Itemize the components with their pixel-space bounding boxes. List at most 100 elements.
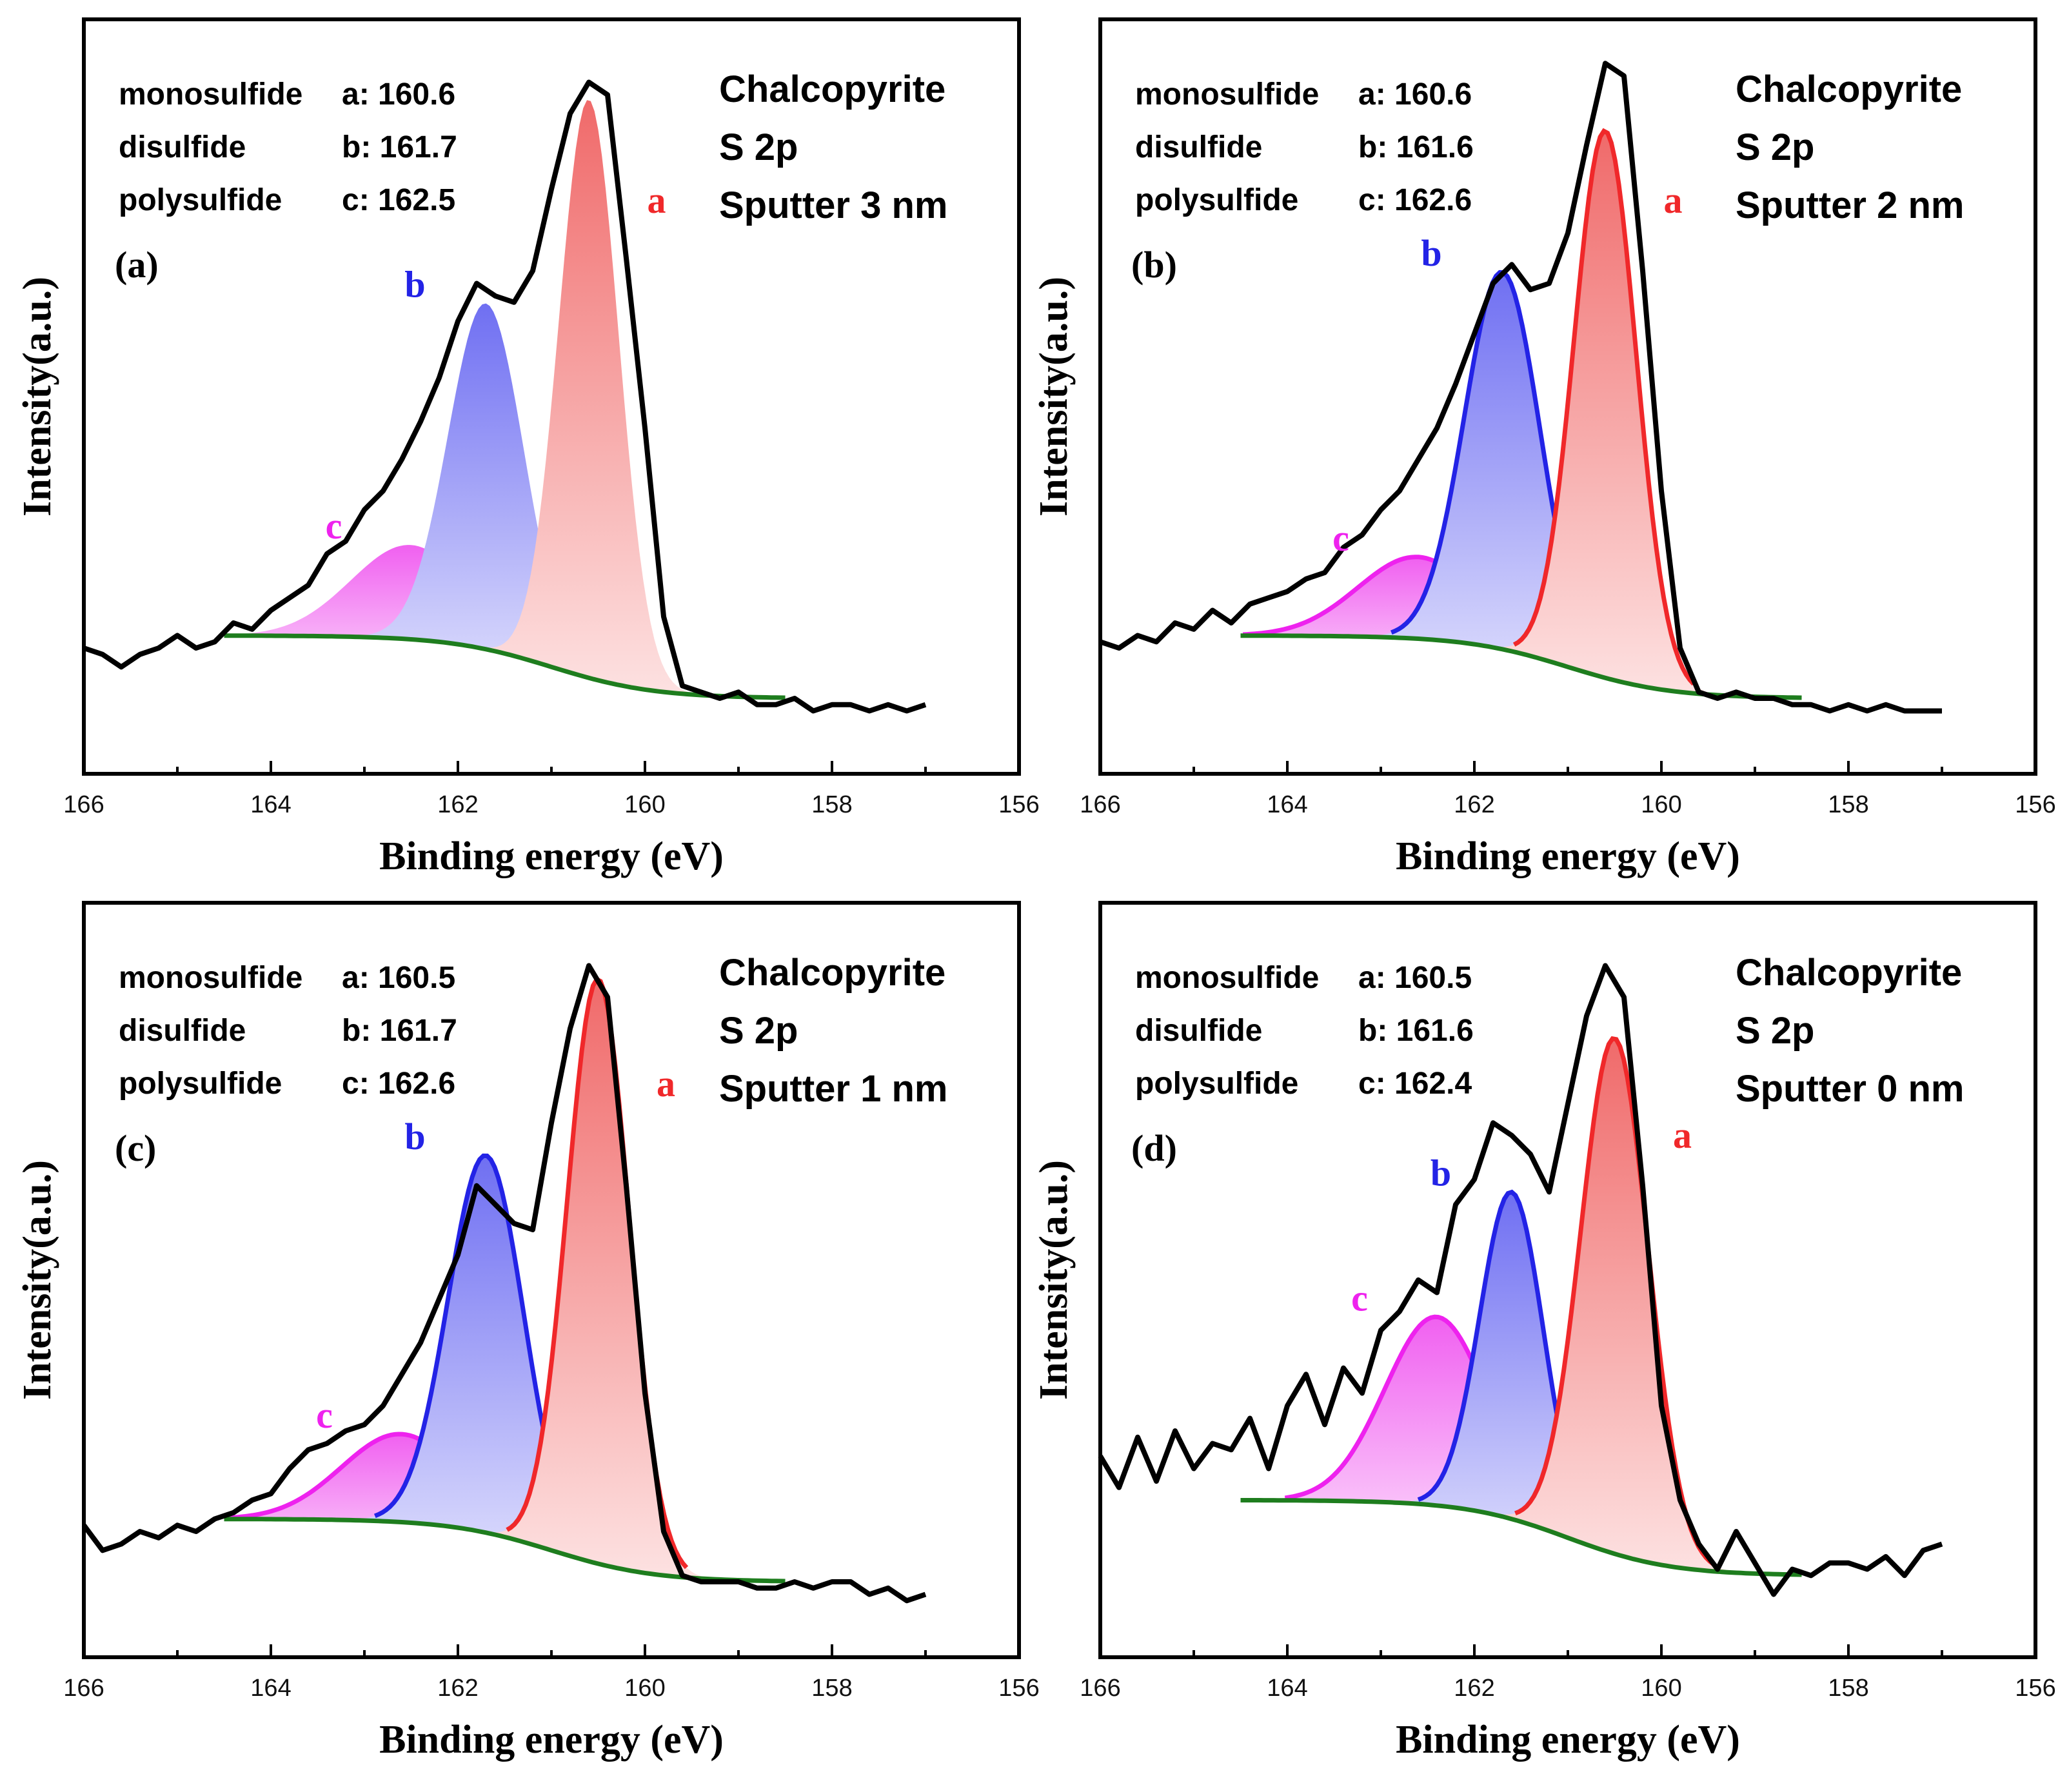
chart-panel-1: 166 164 162 160 158 156 Binding energy (eV) Int… bbox=[15, 17, 1040, 878]
legend-species: disulfide bbox=[1135, 1014, 1262, 1048]
x-tick-label: 164 bbox=[250, 1675, 291, 1702]
peak-b-fill bbox=[1240, 271, 1802, 698]
y-axis-label: Intensity(a.u.) bbox=[15, 1160, 59, 1400]
peak-c-label: c bbox=[316, 1394, 333, 1436]
x-tick-label: 156 bbox=[998, 1675, 1039, 1702]
x-tick-label: 160 bbox=[1641, 791, 1681, 818]
legend-peak: c: 162.5 bbox=[342, 183, 455, 217]
x-tick-label: 162 bbox=[1454, 1675, 1494, 1702]
peak-a-fill bbox=[224, 979, 786, 1581]
panel-title-line: Chalcopyrite bbox=[719, 952, 945, 994]
x-tick-label: 164 bbox=[1267, 1675, 1307, 1702]
y-axis-label: Intensity(a.u.) bbox=[15, 277, 59, 517]
legend-species: disulfide bbox=[119, 1014, 246, 1048]
x-axis-label: Binding energy (eV) bbox=[1396, 834, 1740, 878]
legend-species: disulfide bbox=[1135, 130, 1262, 164]
x-tick-label: 162 bbox=[437, 1675, 478, 1702]
y-axis-label: Intensity(a.u.) bbox=[1032, 277, 1076, 517]
x-tick-label: 158 bbox=[1828, 1675, 1868, 1702]
panel-title-line: Sputter 2 nm bbox=[1736, 184, 1965, 226]
chart-panel-3: 166 164 162 160 158 156 Binding energy (eV) Int… bbox=[15, 901, 1040, 1762]
x-tick-label: 158 bbox=[811, 791, 852, 818]
panel-title-line: Sputter 0 nm bbox=[1736, 1068, 1965, 1110]
x-tick-label: 158 bbox=[811, 1675, 852, 1702]
legend-species: disulfide bbox=[119, 130, 246, 164]
legend-species: monosulfide bbox=[1135, 961, 1319, 995]
x-tick-label: 166 bbox=[63, 791, 104, 818]
legend-species: monosulfide bbox=[119, 77, 302, 112]
peak-b-fill bbox=[224, 303, 786, 698]
x-axis-label: Binding energy (eV) bbox=[379, 834, 724, 878]
panel-title-line: Sputter 1 nm bbox=[719, 1068, 948, 1110]
panel-title-line: S 2p bbox=[1736, 1010, 1815, 1052]
legend-peak: a: 160.5 bbox=[342, 961, 455, 995]
x-tick-label: 166 bbox=[63, 1675, 104, 1702]
x-tick-label: 166 bbox=[1080, 791, 1120, 818]
x-tick-label: 156 bbox=[2015, 1675, 2055, 1702]
raw-spectrum-line bbox=[83, 79, 927, 714]
panel-title-line: Chalcopyrite bbox=[1736, 68, 1962, 110]
legend-peak: c: 162.4 bbox=[1358, 1067, 1472, 1101]
peak-c-label: c bbox=[1332, 517, 1349, 559]
peak-a-label: a bbox=[1673, 1114, 1692, 1156]
panel-label: (c) bbox=[115, 1127, 156, 1169]
legend-species: monosulfide bbox=[1135, 77, 1319, 112]
panel-title-line: S 2p bbox=[1736, 126, 1815, 168]
legend-species: polysulfide bbox=[119, 1067, 282, 1101]
legend-species: polysulfide bbox=[1135, 1067, 1298, 1101]
peak-b-label: b bbox=[1430, 1152, 1451, 1194]
y-axis-label: Intensity(a.u.) bbox=[1032, 1160, 1076, 1400]
x-tick-label: 160 bbox=[624, 791, 665, 818]
peak-c-fill bbox=[224, 1433, 786, 1581]
peak-c-label: c bbox=[1351, 1277, 1368, 1319]
x-axis-label: Binding energy (eV) bbox=[379, 1718, 724, 1762]
chart-panel-4: 166 164 162 160 158 156 Binding energy (eV) Int… bbox=[1032, 901, 2056, 1762]
legend-peak: b: 161.6 bbox=[1358, 130, 1474, 164]
peak-b-label: b bbox=[1421, 232, 1441, 274]
raw-spectrum-line bbox=[1099, 61, 1942, 714]
peak-b-label: b bbox=[404, 264, 425, 306]
chart-panel-2: 166 164 162 160 158 156 Binding energy (eV) Int… bbox=[1032, 17, 2056, 878]
legend-species: monosulfide bbox=[119, 961, 302, 995]
peak-a-fill bbox=[1240, 1038, 1802, 1575]
panel-label: (d) bbox=[1131, 1127, 1177, 1169]
legend-peak: b: 161.7 bbox=[342, 130, 457, 164]
peak-b-label: b bbox=[404, 1116, 425, 1157]
panel-title-line: Chalcopyrite bbox=[719, 68, 945, 110]
peak-a-label: a bbox=[648, 179, 666, 221]
peak-a-label: a bbox=[657, 1063, 675, 1105]
baseline-line bbox=[224, 633, 786, 700]
x-tick-label: 166 bbox=[1080, 1675, 1120, 1702]
x-tick-label: 162 bbox=[1454, 791, 1494, 818]
legend-peak: b: 161.7 bbox=[342, 1014, 457, 1048]
panel-title-line: S 2p bbox=[719, 126, 798, 168]
x-tick-label: 164 bbox=[250, 791, 291, 818]
panel-label: (b) bbox=[1131, 244, 1177, 286]
x-tick-label: 160 bbox=[624, 1675, 665, 1702]
legend-peak: c: 162.6 bbox=[1358, 183, 1472, 217]
legend-peak: b: 161.6 bbox=[1358, 1014, 1474, 1048]
panel-title-line: S 2p bbox=[719, 1010, 798, 1052]
legend-peak: a: 160.6 bbox=[342, 77, 455, 112]
legend-species: polysulfide bbox=[119, 183, 282, 217]
legend-peak: c: 162.6 bbox=[342, 1067, 455, 1101]
raw-spectrum-line bbox=[1098, 963, 1943, 1597]
panel-label: (a) bbox=[115, 244, 159, 286]
peak-c-label: c bbox=[326, 505, 342, 547]
x-tick-label: 162 bbox=[437, 791, 478, 818]
x-tick-label: 160 bbox=[1641, 1675, 1681, 1702]
peak-c-fill bbox=[224, 545, 786, 698]
peak-a-fit-line bbox=[1512, 128, 1696, 686]
peak-c-fill bbox=[1240, 556, 1802, 698]
panel-title-line: Chalcopyrite bbox=[1736, 952, 1962, 994]
x-tick-label: 156 bbox=[2015, 791, 2055, 818]
x-tick-label: 164 bbox=[1267, 791, 1307, 818]
legend-peak: a: 160.5 bbox=[1358, 961, 1472, 995]
legend-peak: a: 160.6 bbox=[1358, 77, 1472, 112]
baseline-line bbox=[1240, 1498, 1802, 1577]
peak-a-label: a bbox=[1664, 179, 1683, 221]
x-tick-label: 158 bbox=[1828, 791, 1868, 818]
peak-b-fill bbox=[224, 1155, 786, 1581]
x-axis-label: Binding energy (eV) bbox=[1396, 1718, 1740, 1762]
